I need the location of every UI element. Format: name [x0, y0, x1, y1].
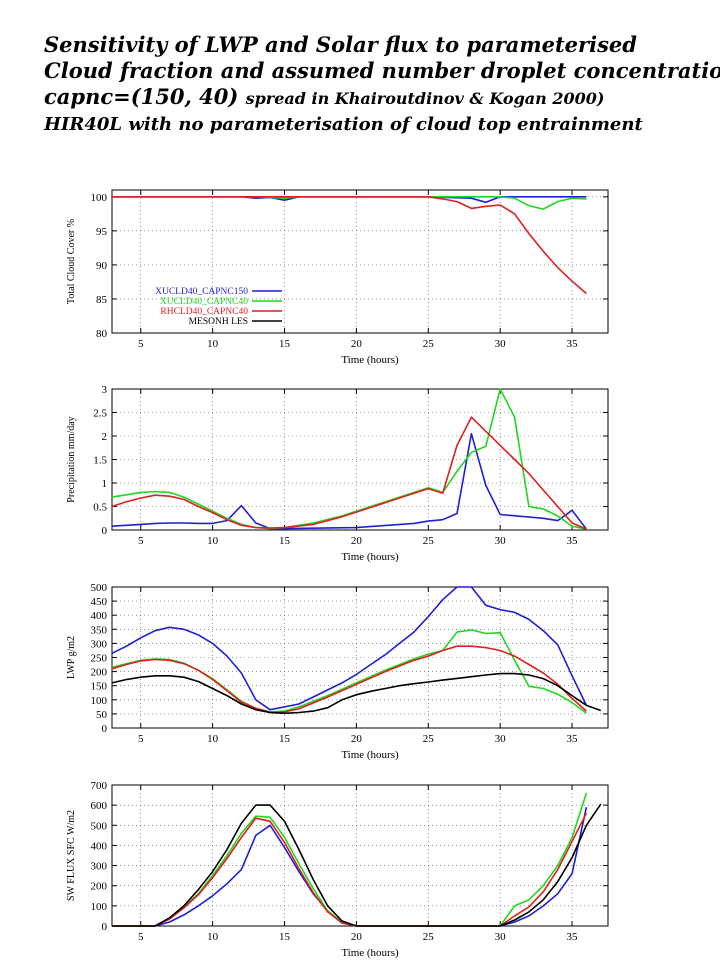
x-tick-label: 30 [495, 535, 507, 547]
y-tick-label: 500 [91, 820, 108, 832]
plot-frame [111, 189, 609, 334]
y-tick-label: 300 [91, 861, 108, 873]
y-tick-label: 85 [96, 294, 108, 306]
series-line-xucld40-capnc150 [111, 432, 588, 530]
legend-label: RHCLD40_CAPNC40 [160, 307, 248, 317]
chart-panel-2: 5 10 15 20 25 30 35 0 0.5 1 1.5 2 2.5 3 Time (hours) Pr… [66, 384, 609, 563]
x-tick-label: 25 [423, 535, 435, 547]
x-tick-label: 25 [423, 733, 435, 745]
y-tick-label: 250 [91, 653, 108, 665]
y-tick-label: 0.5 [93, 502, 107, 514]
y-axis-label: SW FLUX SFC W/m2 [66, 810, 77, 901]
x-tick-label: 35 [567, 931, 579, 943]
x-tick-label: 35 [567, 338, 579, 350]
x-tick-label: 25 [423, 338, 435, 350]
x-tick-label: 20 [351, 931, 363, 943]
x-tick-label: 5 [138, 535, 144, 547]
x-tick-label: 10 [207, 733, 219, 745]
title-block: Sensitivity of LWP and Solar flux to par… [44, 32, 720, 138]
series-line-xucld40-capnc150 [111, 586, 588, 711]
y-tick-label: 100 [91, 901, 108, 913]
x-tick-label: 35 [567, 535, 579, 547]
x-axis-label: Time (hours) [341, 354, 399, 366]
x-tick-label: 5 [138, 338, 144, 350]
legend-label: MESONH LES [189, 317, 248, 327]
y-tick-label: 95 [96, 226, 108, 238]
series-line-xucld40-capnc40 [111, 629, 587, 714]
x-axis-label: Time (hours) [341, 749, 399, 761]
legend-label: XUCLD40_CAPNC40 [160, 297, 248, 307]
y-tick-label: 100 [91, 192, 108, 204]
title-line-2: Cloud fraction and assumed number drople… [44, 58, 720, 83]
title-line-3b: spread in Khairoutdinov & Kogan 2000) [245, 89, 605, 108]
x-tick-label: 10 [207, 931, 219, 943]
title-line-4: HIR40L with no parameterisation of cloud… [44, 114, 643, 135]
series-line-rhcld40-capnc40 [112, 196, 587, 295]
x-axis-label: Time (hours) [341, 551, 399, 563]
y-tick-label: 2 [102, 431, 108, 443]
x-tick-label: 25 [423, 931, 435, 943]
y-tick-label: 0 [102, 921, 108, 933]
y-tick-label: 300 [91, 638, 108, 650]
x-tick-label: 20 [351, 338, 363, 350]
x-tick-label: 15 [279, 535, 291, 547]
series-line-rhcld40-capnc40 [111, 645, 587, 714]
y-tick-label: 0 [102, 525, 108, 537]
y-tick-label: 400 [91, 840, 108, 852]
series-line-xucld40-capnc40 [112, 196, 587, 210]
series-line-rhcld40-capnc40 [111, 416, 587, 530]
y-tick-label: 2.5 [93, 408, 107, 420]
series-line-xucld40-capnc150 [112, 196, 587, 204]
y-tick-label: 3 [102, 384, 108, 396]
x-tick-label: 15 [279, 733, 291, 745]
series-line-mesonh-les [112, 803, 602, 927]
x-tick-label: 5 [138, 931, 144, 943]
y-tick-label: 600 [91, 800, 108, 812]
chart-panel-3: 5 10 15 20 25 30 35050100150200250300350400450… [66, 582, 609, 761]
y-axis-label: Precipitation mm/day [66, 416, 77, 502]
y-axis-label: Total Cloud Cover % [66, 219, 77, 304]
y-tick-label: 90 [96, 260, 108, 272]
y-tick-label: 400 [91, 610, 108, 622]
x-tick-label: 15 [279, 931, 291, 943]
y-tick-label: 100 [91, 695, 108, 707]
title-line-1: Sensitivity of LWP and Solar flux to par… [44, 32, 637, 57]
y-tick-label: 150 [91, 681, 108, 693]
y-tick-label: 500 [91, 582, 108, 594]
series-line-mesonh-les [111, 672, 602, 715]
y-tick-label: 450 [91, 596, 108, 608]
y-tick-label: 0 [102, 723, 108, 735]
y-tick-label: 50 [96, 709, 108, 721]
x-axis-label: Time (hours) [341, 947, 399, 959]
x-tick-label: 5 [138, 733, 144, 745]
x-tick-label: 20 [351, 535, 363, 547]
title-line-3: capnc=(150, 40) spread in Khairoutdinov … [44, 84, 714, 112]
series-line-xucld40-capnc40 [111, 388, 587, 530]
x-tick-label: 30 [495, 338, 507, 350]
chart-panel-1: 5 10 15 20 25 30 35 80 85 90 95 100 Time (hours) Tota… [66, 189, 609, 366]
legend-label: XUCLD40_CAPNC150 [155, 287, 248, 297]
x-tick-label: 20 [351, 733, 363, 745]
y-tick-label: 700 [91, 780, 108, 792]
x-tick-label: 10 [207, 535, 219, 547]
y-tick-label: 200 [91, 881, 108, 893]
chart-panel-4: 5 10 15 20 25 30 35 0 100 200 300 400 500 600 700 Time … [66, 780, 609, 959]
x-tick-label: 30 [495, 733, 507, 745]
y-tick-label: 200 [91, 667, 108, 679]
series-line-rhcld40-capnc40 [112, 812, 588, 927]
x-tick-label: 35 [567, 733, 579, 745]
y-tick-label: 80 [96, 328, 108, 340]
y-tick-label: 1.5 [93, 455, 107, 467]
x-tick-label: 30 [495, 931, 507, 943]
y-tick-label: 350 [91, 624, 108, 636]
x-tick-label: 15 [279, 338, 291, 350]
title-line-3a: capnc=(150, 40) [44, 84, 246, 109]
y-axis-label: LWP g/m2 [66, 636, 77, 679]
y-tick-label: 1 [102, 478, 108, 490]
x-tick-label: 10 [207, 338, 219, 350]
